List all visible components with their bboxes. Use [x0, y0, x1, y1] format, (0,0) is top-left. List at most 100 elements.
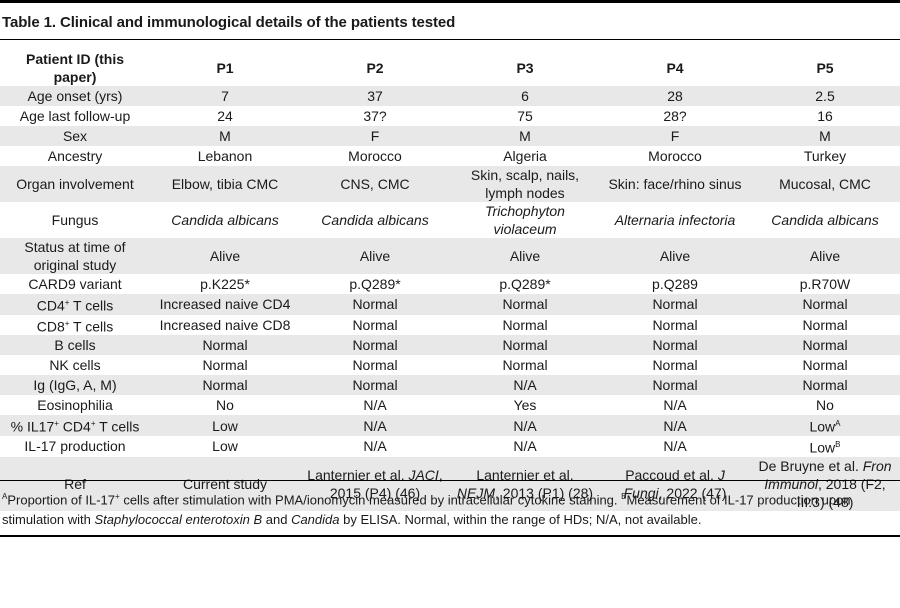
- cell: Normal: [202, 337, 248, 354]
- header-p4: P4: [666, 60, 684, 76]
- row-label: Organ involvement: [16, 176, 134, 192]
- row-ancestry: Ancestry Lebanon Morocco Algeria Morocco…: [0, 146, 900, 166]
- cell: N/A: [363, 417, 387, 434]
- row-sex: Sex M F M F M: [0, 126, 900, 146]
- cell: Alive: [359, 248, 391, 264]
- footnote-text: and: [262, 512, 292, 528]
- cell: Lebanon: [197, 148, 253, 164]
- ref-cell: Lanternier et al. JACI, 2015 (P4) (46): [300, 457, 450, 511]
- fungus-name: Trichophyton violaceum: [485, 203, 565, 237]
- cell: N/A: [513, 438, 537, 455]
- row-label: Sex: [62, 128, 88, 144]
- row-nk-cells: NK cells Normal Normal Normal Normal Nor…: [0, 355, 900, 376]
- cell: F: [370, 128, 380, 144]
- row-label: Age onset (yrs): [27, 88, 123, 104]
- row-organ-involvement: Organ involvement Elbow, tibia CMC CNS, …: [0, 166, 900, 202]
- row-label: Status at time of original study: [24, 239, 126, 273]
- cell: Normal: [352, 377, 398, 394]
- cell: LowA: [750, 415, 900, 436]
- label-part: T cells: [95, 418, 140, 435]
- row-label: NK cells: [49, 357, 101, 374]
- row-label: Ref: [64, 475, 86, 492]
- cell: CNS, CMC: [340, 176, 410, 192]
- cell: Normal: [502, 337, 548, 354]
- header-p3: P3: [516, 60, 534, 76]
- row-eosinophilia: Eosinophilia No N/A Yes N/A No: [0, 395, 900, 416]
- cell: Morocco: [648, 148, 702, 164]
- row-label: CD4+ T cells: [0, 294, 150, 315]
- cell: p.R70W: [799, 276, 851, 292]
- cell: Normal: [352, 316, 398, 333]
- cell: Skin: face/rhino sinus: [608, 176, 742, 192]
- footnote-mark-a: A: [2, 492, 8, 501]
- cell: Candida albicans: [750, 202, 900, 238]
- cell: N/A: [363, 397, 387, 414]
- row-fungus: Fungus Candida albicans Candida albicans…: [0, 202, 900, 238]
- cell: Normal: [352, 296, 398, 313]
- cell: Normal: [352, 337, 398, 354]
- cell: Yes: [513, 397, 537, 414]
- row-label: Ig (IgG, A, M): [33, 377, 117, 394]
- ref-part: Lanternier et al.: [476, 466, 574, 483]
- ref-cell: Lanternier et al. NEJM, 2013 (P1) (28): [450, 457, 600, 511]
- ref-part: , 2022 (47): [658, 484, 727, 501]
- ref-part: Lanternier et al.: [307, 466, 409, 483]
- ref-part: , 2013 (P1) (28): [495, 484, 594, 501]
- cell: Increased naive CD4: [159, 296, 291, 313]
- row-label: Fungus: [51, 212, 99, 228]
- footnote-mark-b: B: [621, 492, 627, 501]
- cell: Candida albicans: [300, 202, 450, 238]
- cell: 24: [217, 108, 233, 124]
- row-ref: Ref Current study Lanternier et al. JACI…: [0, 456, 900, 511]
- cell: Normal: [502, 296, 548, 313]
- footnote-rule: [0, 480, 900, 481]
- cell: Normal: [202, 357, 248, 374]
- cell: Normal: [652, 316, 698, 333]
- cell: Morocco: [348, 148, 402, 164]
- cell: 37: [367, 88, 383, 104]
- cell: 28?: [663, 108, 687, 124]
- row-card9-variant: CARD9 variant p.K225* p.Q289* p.Q289* p.…: [0, 274, 900, 294]
- row-label: % IL17+ CD4+ T cells: [0, 415, 150, 436]
- cell: Normal: [352, 357, 398, 374]
- cell: M: [819, 128, 831, 144]
- cell: 75: [517, 108, 533, 124]
- row-ig: Ig (IgG, A, M) Normal Normal N/A Normal …: [0, 375, 900, 396]
- cell: N/A: [663, 397, 687, 414]
- cell: Increased naive CD8: [159, 316, 291, 333]
- cell: N/A: [363, 438, 387, 455]
- cell: Candida albicans: [150, 202, 300, 238]
- cell: N/A: [513, 417, 537, 434]
- label-part: CD4: [58, 418, 91, 435]
- footnote-text: by ELISA. Normal, within the range of HD…: [339, 512, 702, 528]
- cell: Alive: [809, 248, 841, 264]
- cell: Normal: [652, 357, 698, 374]
- header-p2: P2: [366, 60, 384, 76]
- cell: Turkey: [803, 148, 847, 164]
- table-title: Table 1. Clinical and immunological deta…: [2, 14, 456, 31]
- row-status: Status at time of original study Alive A…: [0, 238, 900, 274]
- ref-part: Paccoud et al.: [625, 466, 718, 483]
- title-rule: [0, 39, 900, 40]
- footnote-text: Measurement of IL-17 production upon sti…: [2, 492, 851, 528]
- row-cd4-t-cells: CD4+ T cells Increased naive CD4 Normal …: [0, 294, 900, 315]
- cell: Normal: [502, 316, 548, 333]
- journal-name: J Fungi: [623, 466, 725, 501]
- cell: Normal: [652, 377, 698, 394]
- ref-cell: De Bruyne et al. Fron Immunol, 2018 (F2,…: [750, 457, 900, 511]
- header-p1: P1: [216, 60, 234, 76]
- cell: Normal: [802, 377, 848, 394]
- journal-name: NEJM: [456, 484, 496, 501]
- cell: Alternaria infectoria: [600, 202, 750, 238]
- cell: 6: [521, 88, 529, 104]
- cell: No: [216, 397, 234, 414]
- label-part: CD8: [36, 318, 65, 335]
- cell: p.K225*: [200, 276, 250, 292]
- cell: Normal: [802, 316, 848, 333]
- table-footnote: AProportion of IL-17+ cells after stimul…: [2, 487, 882, 530]
- label-part: T cells: [69, 318, 114, 335]
- ref-cell: Paccoud et al. J Fungi, 2022 (47): [600, 457, 750, 511]
- cell: 2.5: [815, 88, 835, 104]
- label-sup: +: [64, 298, 70, 307]
- fungus-name: Candida albicans: [771, 212, 879, 228]
